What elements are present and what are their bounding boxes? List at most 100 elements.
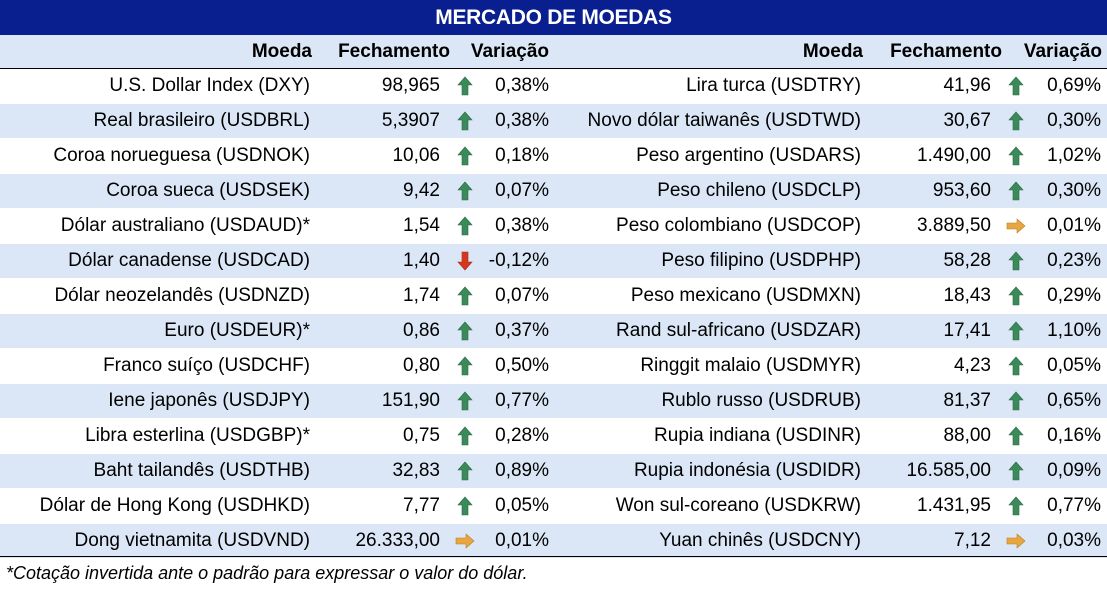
arrow-right-icon — [997, 208, 1035, 244]
change-value: 0,37% — [484, 313, 555, 349]
close-value: 32,83 — [314, 453, 446, 489]
table-row: Coroa norueguesa (USDNOK) 10,06 0,18% Peso … — [0, 138, 1107, 174]
arrow-up-icon — [446, 69, 484, 104]
currency-name: Rupia indonésia (USDIDR) — [555, 453, 865, 489]
change-value: 0,09% — [1035, 453, 1107, 489]
change-value: 1,10% — [1035, 313, 1107, 349]
currency-name: Libra esterlina (USDGBP)* — [0, 418, 314, 454]
currency-name: Dólar neozelandês (USDNZD) — [0, 278, 314, 314]
change-value: 0,38% — [484, 69, 555, 104]
table-row: Coroa sueca (USDSEK) 9,42 0,07% Peso chilen… — [0, 173, 1107, 209]
change-value: 0,77% — [484, 383, 555, 419]
currency-name: Dólar canadense (USDCAD) — [0, 243, 314, 279]
table-title: MERCADO DE MOEDAS — [0, 0, 1107, 35]
footnote: *Cotação invertida ante o padrão para ex… — [6, 563, 528, 583]
close-value: 151,90 — [314, 383, 446, 419]
currency-name: Lira turca (USDTRY) — [555, 69, 865, 104]
table-row: Dólar de Hong Kong (USDHKD) 7,77 0,05% Won … — [0, 488, 1107, 524]
arrow-up-icon — [446, 173, 484, 209]
close-value: 953,60 — [865, 173, 997, 209]
arrow-up-icon — [446, 138, 484, 174]
close-value: 0,86 — [314, 313, 446, 349]
header-currency-right: Moeda — [802, 41, 863, 62]
close-value: 16.585,00 — [865, 453, 997, 489]
table-bottom-border — [0, 556, 1107, 557]
table-row: Euro (USDEUR)* 0,86 0,37% Rand sul-africano… — [0, 313, 1107, 349]
arrow-up-icon — [446, 383, 484, 419]
close-value: 26.333,00 — [314, 523, 446, 559]
close-value: 4,23 — [865, 348, 997, 384]
currency-name: Rublo russo (USDRUB) — [555, 383, 865, 419]
arrow-right-icon — [446, 523, 484, 559]
arrow-up-icon — [446, 453, 484, 489]
table-row: Iene japonês (USDJPY) 151,90 0,77% Rublo ru… — [0, 383, 1107, 419]
currency-name: Coroa norueguesa (USDNOK) — [0, 138, 314, 174]
table-row: Franco suíço (USDCHF) 0,80 0,50% Ringgit ma… — [0, 348, 1107, 384]
close-value: 1.490,00 — [865, 138, 997, 174]
currency-name: Dong vietnamita (USDVND) — [0, 523, 314, 559]
currency-name: Peso colombiano (USDCOP) — [555, 208, 865, 244]
change-value: 0,01% — [484, 523, 555, 559]
table-row: Dong vietnamita (USDVND) 26.333,00 0,01% Yu… — [0, 523, 1107, 559]
change-value: 0,29% — [1035, 278, 1107, 314]
change-value: 0,05% — [1035, 348, 1107, 384]
close-value: 1,54 — [314, 208, 446, 244]
arrow-up-icon — [446, 208, 484, 244]
close-value: 58,28 — [865, 243, 997, 279]
change-value: 0,50% — [484, 348, 555, 384]
change-value: 0,05% — [484, 488, 555, 524]
close-value: 88,00 — [865, 418, 997, 454]
change-value: 0,18% — [484, 138, 555, 174]
change-value: -0,12% — [484, 243, 555, 279]
close-value: 3.889,50 — [865, 208, 997, 244]
close-value: 81,37 — [865, 383, 997, 419]
arrow-up-icon — [997, 173, 1035, 209]
table-row: Libra esterlina (USDGBP)* 0,75 0,28% Rupia … — [0, 418, 1107, 454]
change-value: 0,69% — [1035, 69, 1107, 104]
currency-name: Rand sul-africano (USDZAR) — [555, 313, 865, 349]
close-value: 1,40 — [314, 243, 446, 279]
currency-name: Baht tailandês (USDTHB) — [0, 453, 314, 489]
table-row: Real brasileiro (USDBRL) 5,3907 0,38% Novo … — [0, 103, 1107, 139]
currency-name: Coroa sueca (USDSEK) — [0, 173, 314, 209]
close-value: 18,43 — [865, 278, 997, 314]
currency-name: Iene japonês (USDJPY) — [0, 383, 314, 419]
close-value: 10,06 — [314, 138, 446, 174]
header-row: Moeda Fechamento Variação Moeda Fechamen… — [0, 35, 1107, 69]
header-currency-left: Moeda — [251, 41, 312, 62]
close-value: 0,80 — [314, 348, 446, 384]
change-value: 0,30% — [1035, 103, 1107, 139]
currency-name: Euro (USDEUR)* — [0, 313, 314, 349]
close-value: 1.431,95 — [865, 488, 997, 524]
close-value: 98,965 — [314, 69, 446, 104]
arrow-up-icon — [997, 383, 1035, 419]
header-change-left: Variação — [470, 41, 549, 62]
arrow-up-icon — [997, 103, 1035, 139]
currency-name: Peso filipino (USDPHP) — [555, 243, 865, 279]
table-row: U.S. Dollar Index (DXY) 98,965 0,38% Lira t… — [0, 69, 1107, 104]
currency-name: Peso chileno (USDCLP) — [555, 173, 865, 209]
arrow-up-icon — [446, 278, 484, 314]
change-value: 0,03% — [1035, 523, 1107, 559]
arrow-up-icon — [997, 243, 1035, 279]
currency-name: Novo dólar taiwanês (USDTWD) — [555, 103, 865, 139]
change-value: 0,16% — [1035, 418, 1107, 454]
change-value: 0,77% — [1035, 488, 1107, 524]
arrow-down-icon — [446, 243, 484, 279]
header-close-right: Fechamento — [890, 41, 1002, 62]
table-row: Dólar canadense (USDCAD) 1,40 -0,12% Peso f… — [0, 243, 1107, 279]
arrow-up-icon — [446, 103, 484, 139]
arrow-up-icon — [446, 418, 484, 454]
arrow-up-icon — [997, 488, 1035, 524]
currency-name: Won sul-coreano (USDKRW) — [555, 488, 865, 524]
arrow-up-icon — [997, 348, 1035, 384]
arrow-up-icon — [997, 313, 1035, 349]
arrow-up-icon — [997, 418, 1035, 454]
change-value: 0,28% — [484, 418, 555, 454]
table-row: Baht tailandês (USDTHB) 32,83 0,89% Rupia i… — [0, 453, 1107, 489]
change-value: 0,07% — [484, 173, 555, 209]
arrow-up-icon — [997, 138, 1035, 174]
currency-grid: U.S. Dollar Index (DXY) 98,965 0,38% Lira t… — [0, 69, 1107, 559]
change-value: 0,23% — [1035, 243, 1107, 279]
